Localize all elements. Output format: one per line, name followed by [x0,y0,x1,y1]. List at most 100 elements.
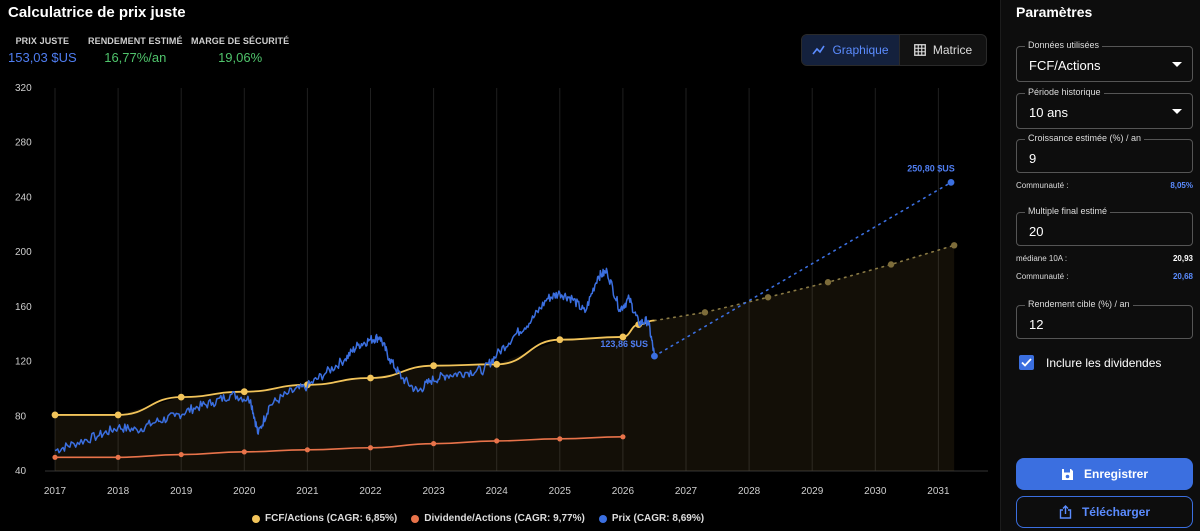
multiple-median-note: médiane 10A : 20,93 [1016,254,1193,263]
fcf-area [55,245,955,471]
y-tick-label: 120 [15,357,32,368]
dividend-line [55,436,623,459]
y-tick-label: 200 [15,247,32,258]
growth-input[interactable]: Croissance estimée (%) / an 9 [1016,133,1193,173]
fcf-point [114,411,122,419]
field-label: Données utilisées [1025,40,1103,50]
projected-price-label: 250,80 $US [907,163,955,173]
period-select[interactable]: Période historique 10 ans [1016,87,1193,129]
metric-value: 16,77%/an [104,50,167,65]
x-tick-label: 2023 [422,486,445,497]
legend-dot [411,514,420,523]
fcf-projection-point [701,309,709,316]
field-value: 10 ans [1029,105,1069,120]
data-used-select[interactable]: Données utilisées FCF/Actions [1016,40,1193,82]
x-tick-label: 2031 [927,486,950,497]
parameters-panel: Paramètres Données utilisées FCF/Actions… [1000,0,1200,531]
save-button-label: Enregistrer [1083,467,1149,481]
x-tick-label: 2028 [738,486,761,497]
metric-value: 153,03 $US [8,50,77,65]
legend-item-dividend: Dividende/Actions (CAGR: 9,77%) [411,513,585,524]
chevron-down-icon [1172,109,1182,114]
x-tick-label: 2027 [675,486,698,497]
note-label: médiane 10A : [1016,254,1068,263]
field-value: 9 [1029,151,1037,166]
fcf-projection-point [764,294,772,301]
x-tick-label: 2025 [549,486,572,497]
fcf-point [240,388,248,396]
download-button-label: Télécharger [1081,505,1151,519]
field-label: Période historique [1025,87,1104,97]
y-tick-label: 40 [15,466,27,477]
x-tick-label: 2019 [170,486,193,497]
y-tick-label: 280 [15,138,32,149]
metric-value: 19,06% [218,50,263,65]
growth-community-note: Communauté : 8,05% [1016,181,1193,190]
tab-matrix[interactable]: Matrice [900,35,986,65]
note-value: 20,93 [1172,254,1193,263]
y-tick-label: 160 [15,302,32,313]
field-value: 20 [1029,224,1044,239]
metric-fair-price: PRIX JUSTE 153,03 $US [8,36,77,65]
legend-label: Dividende/Actions (CAGR: 9,77%) [424,513,585,524]
page-title: Calculatrice de prix juste [8,4,186,21]
x-tick-label: 2026 [612,486,635,497]
y-tick-label: 240 [15,192,32,203]
metric-label: MARGE DE SÉCURITÉ [191,36,290,46]
save-button[interactable]: Enregistrer [1016,458,1193,490]
view-toggle: Graphique Matrice [801,34,987,66]
fcf-projection-line [653,244,955,322]
legend-dot [598,514,607,523]
dividend-point [494,438,500,444]
price-projection-point [947,178,955,186]
tab-matrix-label: Matrice [932,43,973,57]
line-chart-icon [812,45,826,55]
y-tick-label: 80 [15,411,27,422]
floppy-disk-icon [1061,468,1073,480]
note-label: Communauté : [1016,272,1069,281]
metric-label: RENDEMENT ESTIMÉ [88,36,183,46]
dividend-point [178,451,184,458]
target-return-input[interactable]: Rendement cible (%) / an 12 [1016,299,1193,339]
current-price-label: 123,86 $US [600,339,648,349]
metric-safety-margin: MARGE DE SÉCURITÉ 19,06% [191,36,289,65]
download-button[interactable]: Télécharger [1016,496,1193,528]
x-tick-label: 2021 [296,486,319,497]
dividend-point [241,449,247,455]
chart-area: Calculatrice de prix juste PRIX JUSTE 15… [8,4,988,524]
x-tick-label: 2029 [801,486,824,497]
panel-title: Paramètres [1016,4,1093,20]
legend-dot [252,514,260,523]
chevron-down-icon [1172,62,1182,67]
fcf-projection-point [824,279,832,286]
tab-graph[interactable]: Graphique [802,35,900,65]
x-tick-label: 2017 [44,486,67,497]
grid-icon [913,44,926,56]
fcf-projection-point [887,261,895,268]
legend-item-price: Prix (CAGR: 8,69%) [598,513,704,524]
checkbox-label: Inclure les dividendes [1046,355,1162,370]
price-line [54,267,656,454]
multiple-community-note: Communauté : 20,68 [1016,272,1193,281]
fcf-point [556,336,564,344]
note-value: 20,68 [1172,272,1193,281]
x-tick-label: 2020 [233,486,256,497]
x-tick-label: 2024 [486,486,509,497]
share-upload-icon [1059,505,1072,519]
include-dividends-checkbox[interactable]: Inclure les dividendes [1019,355,1161,370]
tab-graph-label: Graphique [832,43,889,57]
field-label: Croissance estimée (%) / an [1025,133,1145,143]
fcf-projection-point [950,242,958,249]
field-label: Multiple final estimé [1025,206,1111,216]
fcf-point [367,374,374,382]
multiple-input[interactable]: Multiple final estimé 20 [1016,206,1193,246]
metric-label: PRIX JUSTE [15,36,70,46]
x-tick-label: 2018 [107,486,130,497]
field-value: 12 [1029,317,1044,332]
note-value: 8,05% [1170,181,1193,190]
price-projection-line [653,181,952,357]
fcf-point [177,393,185,401]
x-tick-label: 2022 [359,486,382,497]
note-label: Communauté : [1016,181,1069,190]
x-tick-label: 2030 [864,486,887,497]
